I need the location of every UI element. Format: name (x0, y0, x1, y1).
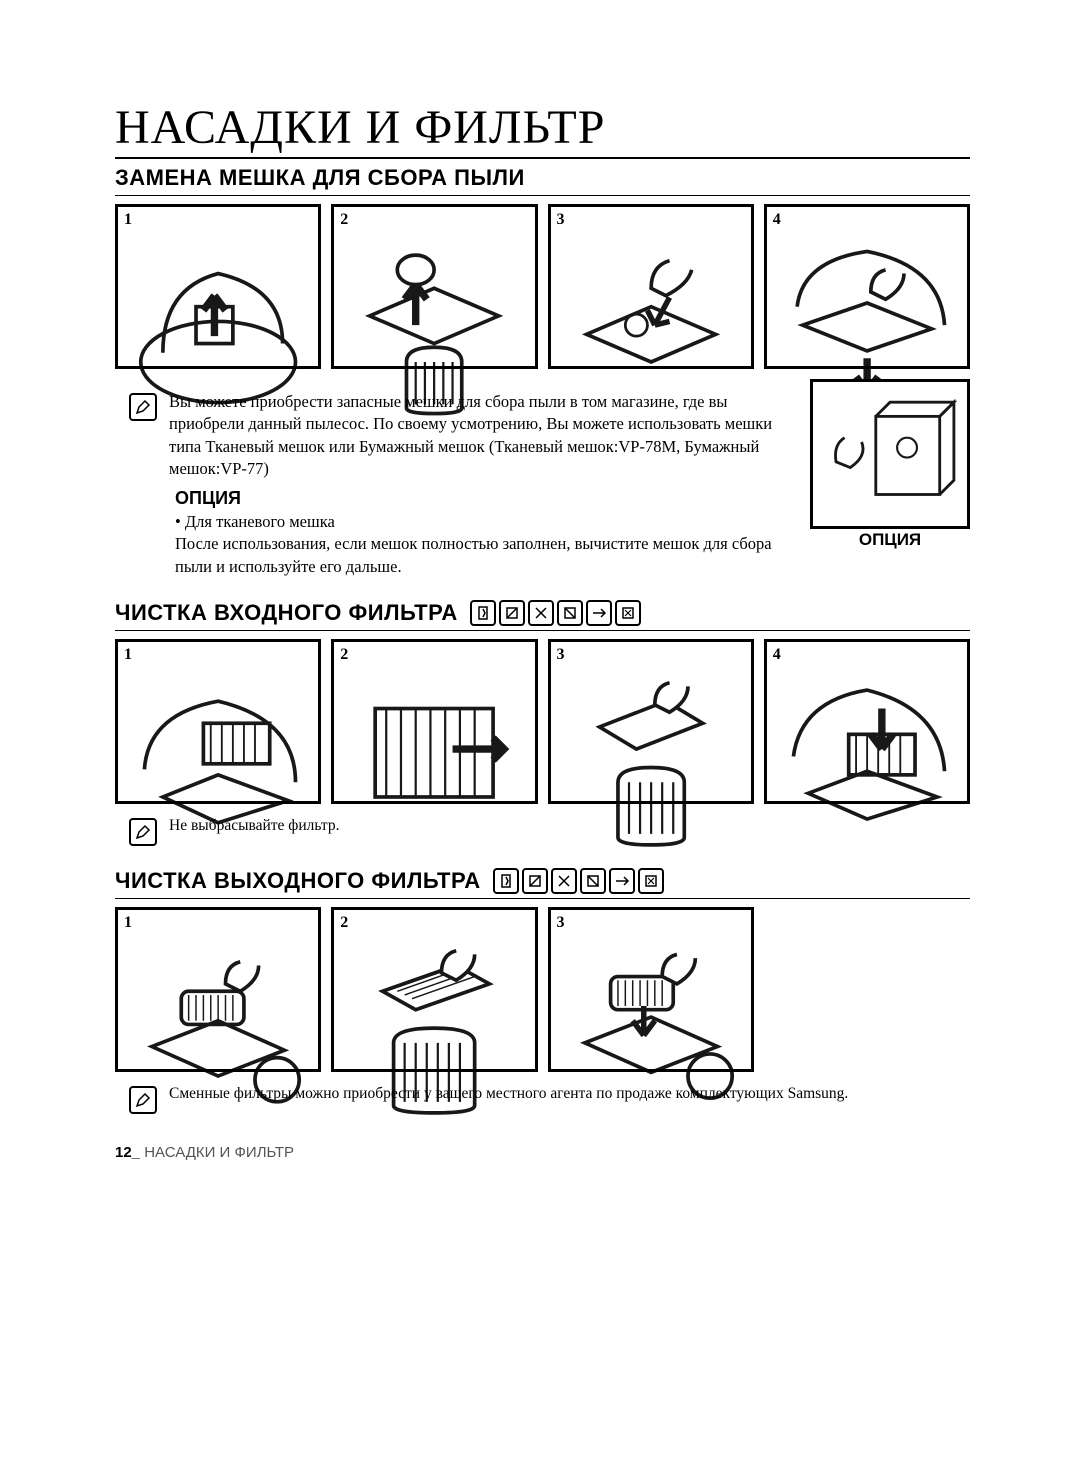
option-bullet: • Для тканевого мешка (175, 511, 790, 533)
filter-icon-4 (557, 600, 583, 626)
page-number: 12_ (115, 1144, 140, 1161)
filter-icon-3 (551, 868, 577, 894)
outlet-illus-2 (342, 936, 526, 1120)
inlet-step-2: 2 (331, 639, 537, 804)
filter-icon-2 (499, 600, 525, 626)
inlet-step-1: 1 (115, 639, 321, 804)
inlet-illus-2 (342, 668, 526, 852)
option-text: После использования, если мешок полность… (175, 533, 790, 578)
bag-illus-3 (559, 233, 743, 417)
inlet-illus-1 (126, 668, 310, 852)
option-block: ОПЦИЯ • Для тканевого мешка После исполь… (175, 488, 790, 578)
filter-icon-3 (528, 600, 554, 626)
heading-text-bag: ЗАМЕНА МЕШКА ДЛЯ СБОРА ПЫЛИ (115, 165, 525, 191)
step-number: 2 (338, 211, 350, 229)
option-label-left: ОПЦИЯ (175, 488, 790, 509)
outlet-step-row: 1 2 3 (115, 907, 970, 1072)
inlet-step-3: 3 (548, 639, 754, 804)
filter-icon-6 (615, 600, 641, 626)
bag-illus-1 (126, 233, 310, 417)
step-number: 3 (555, 914, 567, 932)
step-number: 3 (555, 211, 567, 229)
step-number: 2 (338, 646, 350, 664)
icon-strip-inlet (470, 600, 641, 626)
step-number: 4 (771, 211, 783, 229)
outlet-step-1: 1 (115, 907, 321, 1072)
filter-icon-1 (470, 600, 496, 626)
filter-icon-4 (580, 868, 606, 894)
bag-step-1: 1 (115, 204, 321, 369)
bag-step-2: 2 (331, 204, 537, 369)
section-heading-inlet: ЧИСТКА ВХОДНОГО ФИЛЬТРА (115, 600, 970, 631)
inlet-step-row: 1 2 3 4 (115, 639, 970, 804)
outlet-step-2: 2 (331, 907, 537, 1072)
filter-icon-6 (638, 868, 664, 894)
page-footer: 12_ НАСАДКИ И ФИЛЬТР (115, 1144, 970, 1161)
footer-title: НАСАДКИ И ФИЛЬТР (144, 1144, 294, 1161)
page-title: НАСАДКИ И ФИЛЬТР (115, 100, 970, 159)
outlet-illus-1 (126, 936, 310, 1120)
step-number: 3 (555, 646, 567, 664)
step-number: 1 (122, 211, 134, 229)
inlet-illus-3 (559, 668, 743, 852)
bag-step-4: 4 (764, 204, 970, 369)
filter-icon-5 (609, 868, 635, 894)
outlet-step-3: 3 (548, 907, 754, 1072)
heading-text-outlet: ЧИСТКА ВЫХОДНОГО ФИЛЬТРА (115, 868, 481, 894)
bag-step-3: 3 (548, 204, 754, 369)
inlet-illus-4 (775, 668, 959, 852)
outlet-illus-3 (559, 936, 743, 1120)
bag-illus-2 (342, 233, 526, 417)
step-number: 1 (122, 646, 134, 664)
bag-step-row: 1 2 3 4 (115, 204, 970, 369)
inlet-step-4: 4 (764, 639, 970, 804)
icon-strip-outlet (493, 868, 664, 894)
step-number: 2 (338, 914, 350, 932)
filter-icon-2 (522, 868, 548, 894)
option-illus (819, 388, 961, 530)
option-side-illustration: ОПЦИЯ (810, 379, 970, 529)
filter-icon-5 (586, 600, 612, 626)
step-number: 4 (771, 646, 783, 664)
heading-text-inlet: ЧИСТКА ВХОДНОГО ФИЛЬТРА (115, 600, 458, 626)
section-heading-bag: ЗАМЕНА МЕШКА ДЛЯ СБОРА ПЫЛИ (115, 165, 970, 196)
outlet-step-empty (764, 907, 970, 1072)
option-label-side: ОПЦИЯ (813, 530, 967, 550)
filter-icon-1 (493, 868, 519, 894)
step-number: 1 (122, 914, 134, 932)
section-heading-outlet: ЧИСТКА ВЫХОДНОГО ФИЛЬТРА (115, 868, 970, 899)
